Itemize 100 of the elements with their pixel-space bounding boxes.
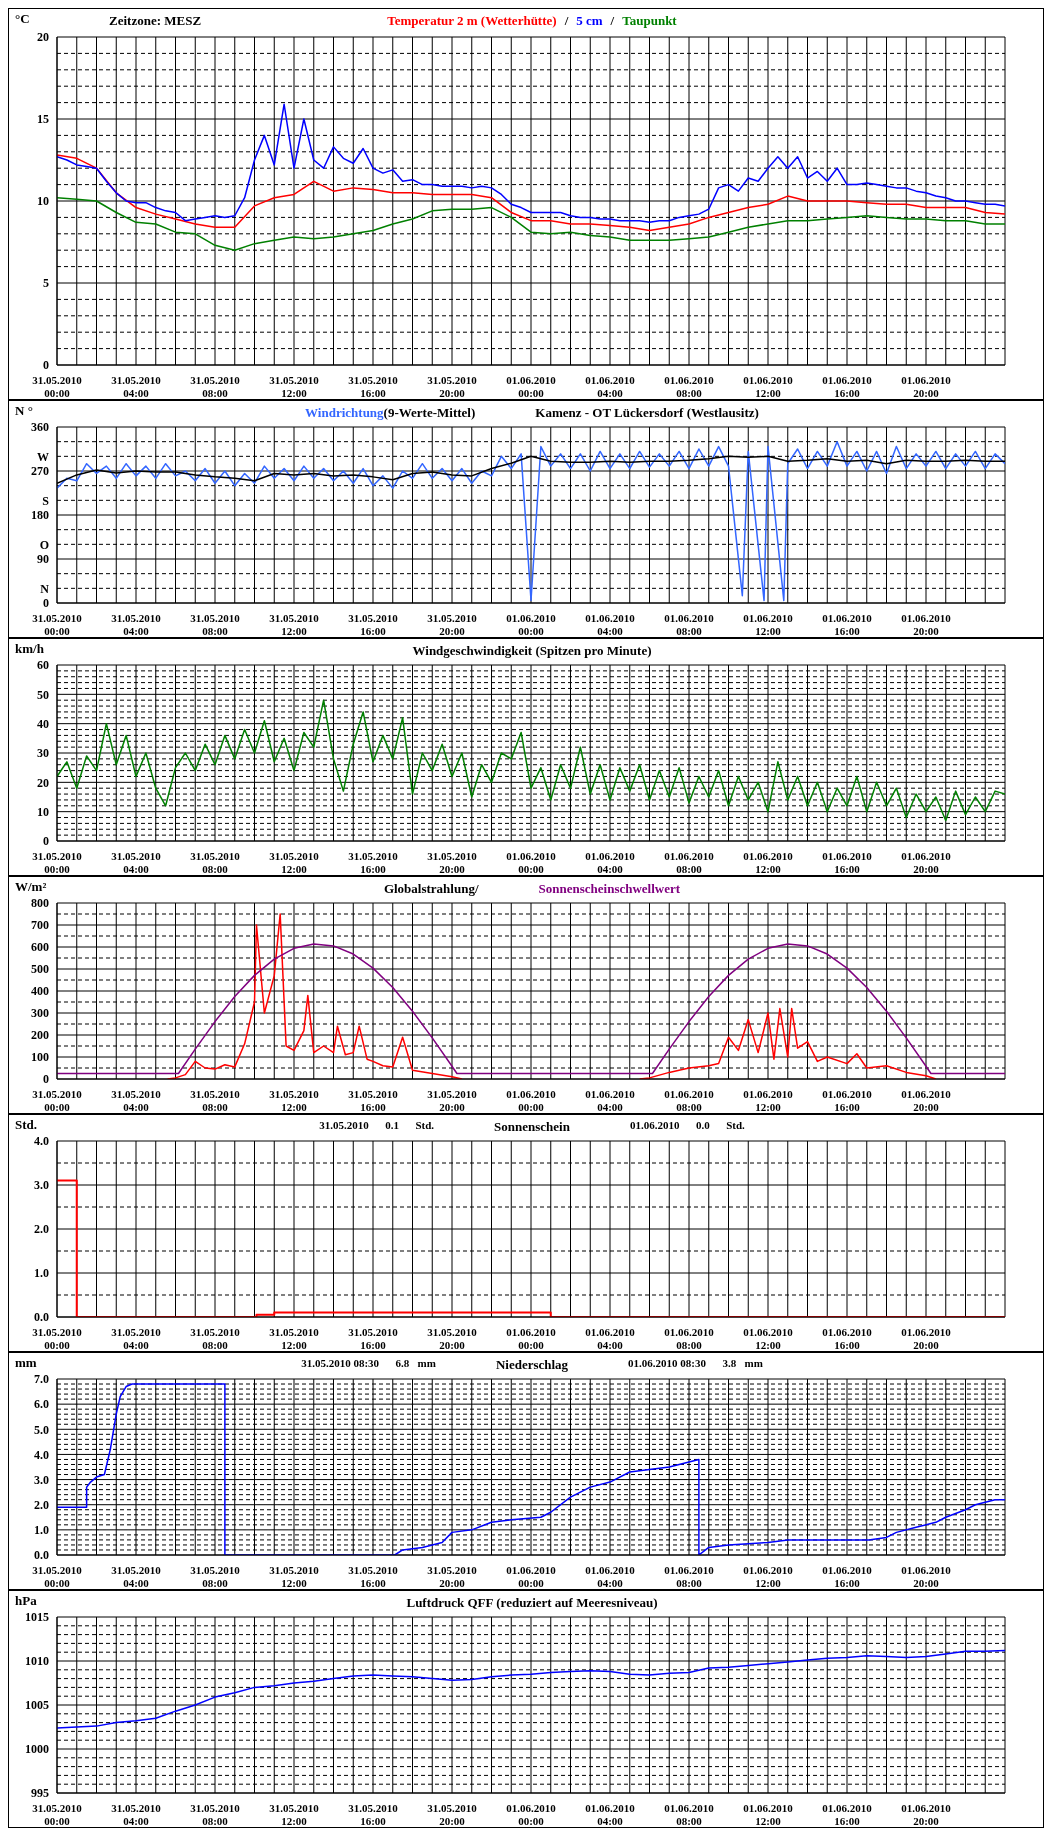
y-tick-label: 6.0 bbox=[34, 1397, 49, 1412]
y-tick-label: 2.0 bbox=[34, 1222, 49, 1237]
y-tick-label: 1010 bbox=[25, 1654, 49, 1669]
x-tick-label: 31.05.2010 00:00 bbox=[32, 612, 83, 637]
y-tick-label: 800 bbox=[31, 896, 49, 911]
x-tick-label: 31.05.2010 12:00 bbox=[269, 1564, 320, 1589]
x-tick-label: 31.05.2010 08:00 bbox=[190, 374, 241, 399]
x-tick-label: 01.06.2010 16:00 bbox=[822, 374, 873, 399]
x-tick-label: 01.06.2010 16:00 bbox=[822, 1802, 873, 1827]
y-tick-label: 360 bbox=[31, 420, 49, 435]
x-tick-label: 31.05.2010 04:00 bbox=[111, 1564, 162, 1589]
line-series bbox=[57, 699, 1005, 822]
x-tick-label: 01.06.2010 04:00 bbox=[585, 1564, 636, 1589]
text: Taupunkt bbox=[622, 13, 677, 28]
x-tick-label: 31.05.2010 20:00 bbox=[427, 850, 478, 875]
x-tick-label: 31.05.2010 12:00 bbox=[269, 612, 320, 637]
y-tick-label: N bbox=[40, 581, 50, 596]
x-tick-label: 31.05.2010 12:00 bbox=[269, 1326, 320, 1351]
line-series bbox=[57, 103, 1005, 224]
x-tick-label: 31.05.2010 20:00 bbox=[427, 1802, 478, 1827]
x-tick-label: 01.06.2010 16:00 bbox=[822, 1088, 873, 1113]
y-tick-label: 200 bbox=[31, 1028, 49, 1043]
x-tick-label: 01.06.2010 16:00 bbox=[822, 612, 873, 637]
x-tick-label: 31.05.2010 00:00 bbox=[32, 850, 83, 875]
y-axis-title: Std. bbox=[15, 1117, 38, 1132]
x-tick-label: 31.05.2010 00:00 bbox=[32, 1326, 83, 1351]
x-tick-label: 31.05.2010 20:00 bbox=[427, 1326, 478, 1351]
legend-title: / bbox=[564, 13, 569, 28]
x-tick-label: 31.05.2010 04:00 bbox=[111, 1802, 162, 1827]
x-tick-label: 31.05.2010 20:00 bbox=[427, 612, 478, 637]
text: (9-Werte-Mittel) bbox=[383, 405, 476, 420]
y-tick-label: 10 bbox=[37, 194, 49, 209]
y-tick-label: 270 bbox=[31, 464, 49, 479]
y-tick-label: 20 bbox=[37, 30, 49, 45]
line-series bbox=[57, 196, 1005, 251]
x-tick-label: 01.06.2010 00:00 bbox=[506, 850, 557, 875]
y-tick-label: S bbox=[42, 493, 50, 508]
x-tick-label: 01.06.2010 08:00 bbox=[664, 1802, 715, 1827]
text: / bbox=[610, 13, 615, 28]
x-tick-label: 01.06.2010 12:00 bbox=[743, 1088, 794, 1113]
y-axis-title: W/m² bbox=[15, 879, 47, 894]
x-tick-label: 01.06.2010 08:00 bbox=[664, 1088, 715, 1113]
x-tick-label: 31.05.2010 12:00 bbox=[269, 1088, 320, 1113]
y-tick-label: 5.0 bbox=[34, 1422, 49, 1437]
x-tick-label: 31.05.2010 08:00 bbox=[190, 1326, 241, 1351]
y-axis-title: km/h bbox=[15, 641, 44, 656]
x-tick-label: 31.05.2010 08:00 bbox=[190, 1564, 241, 1589]
y-tick-label: 30 bbox=[37, 746, 49, 761]
y-tick-label: 600 bbox=[31, 940, 49, 955]
x-tick-label: 01.06.2010 16:00 bbox=[822, 1326, 873, 1351]
x-tick-label: 31.05.2010 04:00 bbox=[111, 1088, 162, 1113]
x-tick-label: 01.06.2010 04:00 bbox=[585, 1802, 636, 1827]
x-tick-label: 01.06.2010 00:00 bbox=[506, 1564, 557, 1589]
x-tick-label: 01.06.2010 12:00 bbox=[743, 1326, 794, 1351]
x-tick-label: 31.05.2010 16:00 bbox=[348, 1564, 399, 1589]
x-tick-label: 01.06.2010 12:00 bbox=[743, 1564, 794, 1589]
y-tick-label: 90 bbox=[37, 552, 49, 567]
y-axis-title: N ° bbox=[15, 403, 33, 418]
y-tick-label: 1.0 bbox=[34, 1266, 49, 1281]
x-tick-label: 31.05.2010 16:00 bbox=[348, 612, 399, 637]
y-tick-label: 20 bbox=[37, 775, 49, 790]
text: Sonnenscheinschwellwert bbox=[538, 881, 681, 896]
y-tick-label: 1005 bbox=[25, 1698, 49, 1713]
x-tick-label: 31.05.2010 08:00 bbox=[190, 1802, 241, 1827]
x-tick-label: 31.05.2010 00:00 bbox=[32, 1802, 83, 1827]
x-tick-label: 31.05.2010 12:00 bbox=[269, 374, 320, 399]
y-axis-title: mm bbox=[15, 1355, 37, 1370]
line-series bbox=[57, 154, 1005, 232]
x-tick-label: 01.06.2010 04:00 bbox=[585, 612, 636, 637]
x-tick-label: 01.06.2010 00:00 bbox=[506, 1802, 557, 1827]
y-tick-label: 4.0 bbox=[34, 1447, 49, 1462]
x-tick-label: 31.05.2010 00:00 bbox=[32, 1088, 83, 1113]
y-tick-label: 0 bbox=[43, 596, 49, 611]
x-tick-label: 31.05.2010 16:00 bbox=[348, 374, 399, 399]
x-tick-label: 01.06.2010 12:00 bbox=[743, 612, 794, 637]
y-tick-label: 5 bbox=[43, 276, 49, 291]
x-tick-label: 01.06.2010 20:00 bbox=[901, 1564, 952, 1589]
y-tick-label: 4.0 bbox=[34, 1134, 49, 1149]
x-tick-label: 01.06.2010 16:00 bbox=[822, 850, 873, 875]
x-tick-label: 01.06.2010 20:00 bbox=[901, 850, 952, 875]
y-tick-label: 1000 bbox=[25, 1742, 49, 1757]
y-tick-label: 3.0 bbox=[34, 1178, 49, 1193]
x-tick-label: 31.05.2010 04:00 bbox=[111, 1326, 162, 1351]
text: 31.05.2010 08:30 6.8 mm bbox=[301, 1357, 436, 1371]
text: 5 cm bbox=[576, 13, 603, 28]
x-tick-label: 01.06.2010 16:00 bbox=[822, 1564, 873, 1589]
x-tick-label: 31.05.2010 00:00 bbox=[32, 1564, 83, 1589]
text: 01.06.2010 08:30 3.8 mm bbox=[628, 1357, 763, 1371]
x-tick-label: 31.05.2010 20:00 bbox=[427, 374, 478, 399]
x-tick-label: 31.05.2010 12:00 bbox=[269, 1802, 320, 1827]
x-tick-label: 31.05.2010 16:00 bbox=[348, 850, 399, 875]
x-tick-label: 01.06.2010 20:00 bbox=[901, 1802, 952, 1827]
y-tick-label: W bbox=[37, 449, 49, 464]
y-tick-label: 0.0 bbox=[34, 1310, 49, 1325]
y-tick-label: 0 bbox=[43, 834, 49, 849]
line-series bbox=[57, 1649, 1005, 1729]
y-tick-label: 300 bbox=[31, 1006, 49, 1021]
y-tick-label: 40 bbox=[37, 716, 49, 731]
y-tick-label: 50 bbox=[37, 687, 49, 702]
chart-title: Sonnenschein bbox=[494, 1119, 570, 1135]
